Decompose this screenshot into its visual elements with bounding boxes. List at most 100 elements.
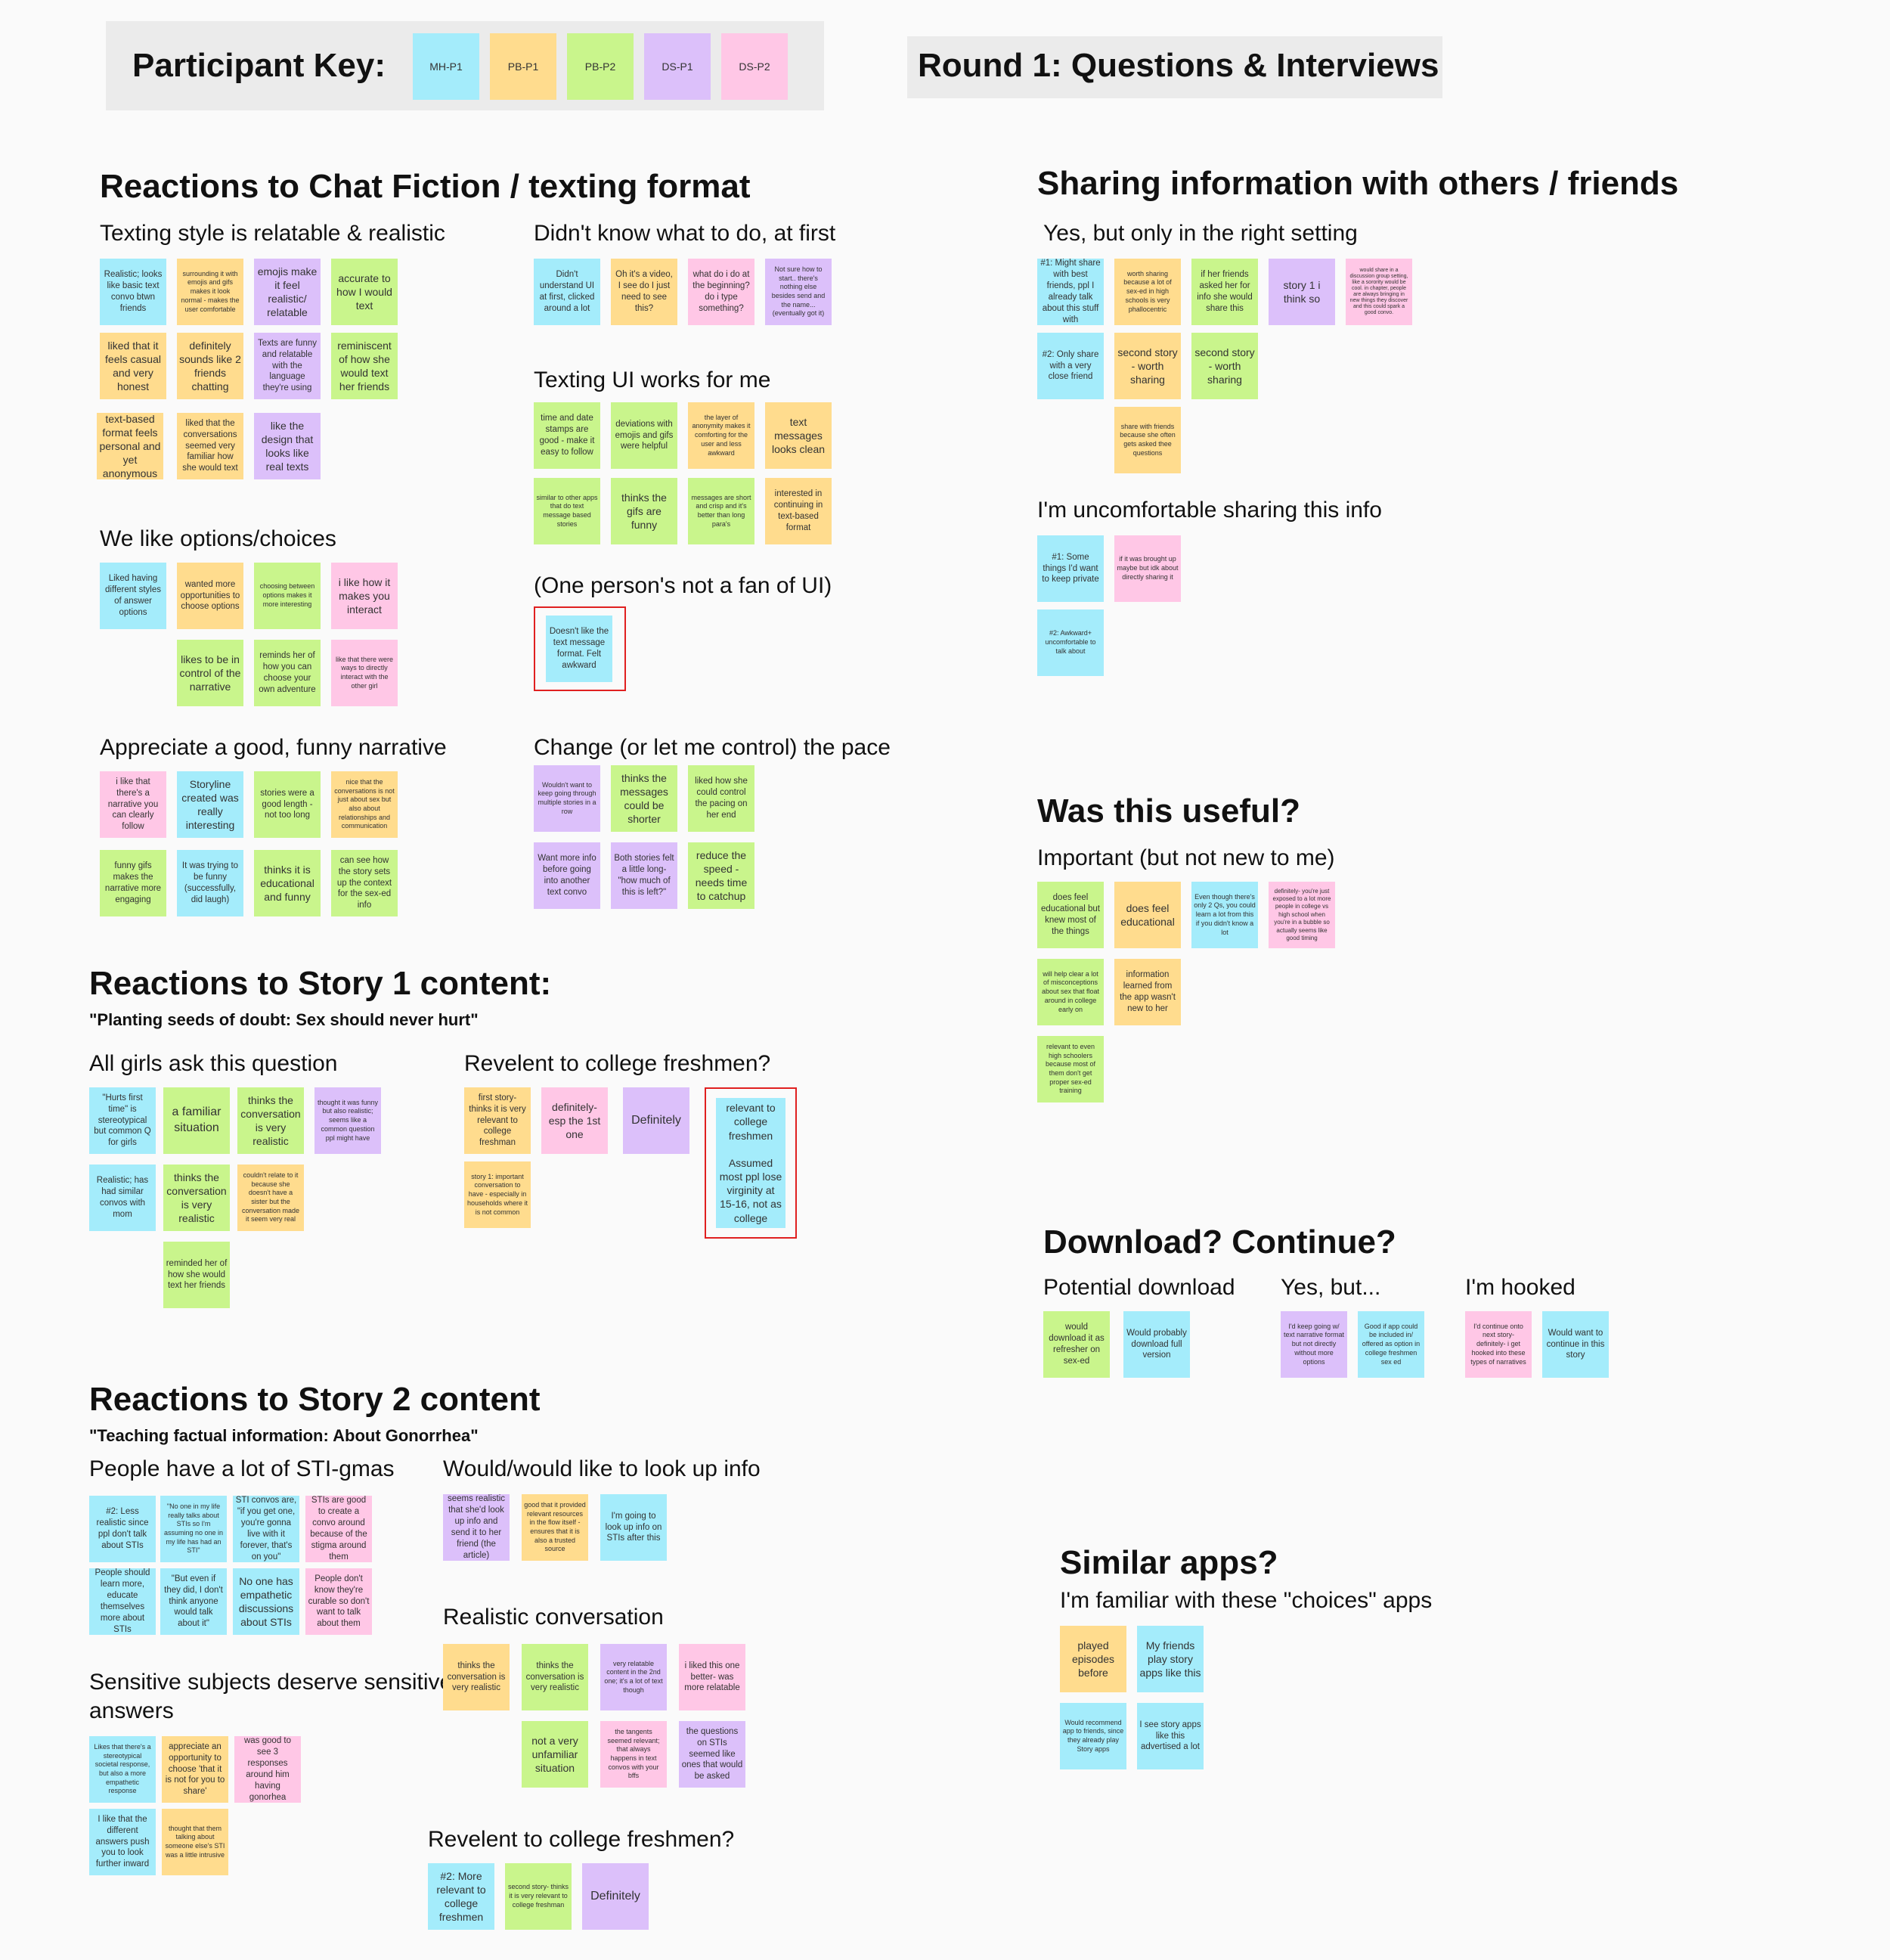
cluster-title: Potential download [1043, 1275, 1235, 1300]
sticky-note: would share in a discussion group settin… [1346, 259, 1412, 325]
sticky-note: I see story apps like this advertised a … [1137, 1703, 1204, 1769]
cluster-title: Change (or let me control) the pace [534, 735, 891, 760]
sticky-note: seems realistic that she'd look up info … [443, 1494, 510, 1561]
sticky-note: thought that them talking about someone … [162, 1809, 228, 1875]
participant-key-title: Participant Key: [132, 47, 386, 84]
sticky-note: the questions on STIs seemed like ones t… [679, 1721, 745, 1788]
sticky-note: text-based format feels personal and yet… [97, 413, 163, 479]
sticky-note: #2: Awkward+ uncomfortable to talk about [1037, 609, 1104, 676]
cluster-title: People have a lot of STI-gmas [89, 1456, 395, 1481]
sticky-note: Oh it's a video, I see do I just need to… [611, 259, 677, 325]
sticky-note: nice that the conversations is not just … [331, 771, 398, 838]
sticky-note: couldn't relate to it because she doesn'… [237, 1165, 304, 1231]
sticky-note: reminds her of how you can choose your o… [254, 640, 321, 706]
sticky-note: text messages looks clean [765, 402, 832, 469]
sticky-note: #2: Less realistic since ppl don't talk … [89, 1496, 156, 1562]
cluster-title: Didn't know what to do, at first [534, 221, 836, 246]
key-swatch-pb-p2: PB-P2 [567, 33, 634, 100]
sticky-note: will help clear a lot of misconceptions … [1037, 959, 1104, 1025]
section-title-useful: Was this useful? [1037, 792, 1300, 830]
sticky-note: definitely sounds like 2 friends chattin… [177, 333, 243, 399]
cluster-title: All girls ask this question [89, 1051, 338, 1076]
sticky-note: wanted more opportunities to choose opti… [177, 563, 243, 629]
sticky-note: thinks it is educational and funny [254, 850, 321, 916]
sticky-note: "Hurts first time" is stereotypical but … [89, 1087, 156, 1154]
sticky-note: #1: Some things I'd want to keep private [1037, 535, 1104, 602]
sticky-note: i like that there's a narrative you can … [100, 771, 166, 838]
cluster-title: Texting style is relatable & realistic [100, 221, 445, 246]
sticky-note: STI convos are, "if you get one, you're … [233, 1496, 299, 1562]
sticky-note: Good if app could be included in/ offere… [1358, 1311, 1424, 1378]
sticky-note: liked how she could control the pacing o… [688, 765, 754, 832]
sticky-note: Realistic; looks like basic text convo b… [100, 259, 166, 325]
sticky-note: was good to see 3 responses around him h… [234, 1736, 301, 1803]
sticky-note: #2: More relevant to college freshmen [428, 1863, 494, 1930]
sticky-note: deviations with emojis and gifs were hel… [611, 402, 677, 469]
sticky-note: Liked having different styles of answer … [100, 563, 166, 629]
sticky-note: appreciate an opportunity to choose 'tha… [162, 1736, 228, 1803]
sticky-note: "But even if they did, I don't think any… [160, 1568, 227, 1635]
sticky-note: Realistic; has had similar convos with m… [89, 1165, 156, 1231]
sticky-note: Doesn't like the text message format. Fe… [546, 616, 612, 682]
sticky-note: thinks the conversation is very realisti… [443, 1644, 510, 1710]
sticky-note: Would want to continue in this story [1542, 1311, 1609, 1378]
sticky-note: story 1 i think so [1269, 259, 1335, 325]
sticky-note: Would probably download full version [1123, 1311, 1190, 1378]
cluster-title: Yes, but... [1281, 1275, 1381, 1300]
sticky-note: Even though there's only 2 Qs, you could… [1191, 882, 1258, 948]
sticky-note: Would recommend app to friends, since th… [1060, 1703, 1126, 1769]
cluster-title: Important (but not new to me) [1037, 845, 1335, 870]
section-subtitle-story1: "Planting seeds of doubt: Sex should nev… [89, 1010, 479, 1029]
sticky-note: "No one in my life really talks about ST… [160, 1496, 227, 1562]
highlight-frame [534, 606, 626, 691]
sticky-note: thinks the messages could be shorter [611, 765, 677, 832]
section-title-story2: Reactions to Story 2 content [89, 1381, 541, 1418]
sticky-note: relevant to even high schoolers because … [1037, 1036, 1104, 1102]
cluster-title: I'm uncomfortable sharing this info [1037, 498, 1382, 523]
sticky-note: good that it provided relevant resources… [522, 1494, 588, 1561]
sticky-note: reminded her of how she would text her f… [163, 1242, 230, 1308]
sticky-note: thought it was funny but also realistic;… [314, 1087, 381, 1154]
sticky-note: second story - worth sharing [1191, 333, 1258, 399]
sticky-note: Definitely [582, 1863, 649, 1930]
sticky-note: definitely- esp the 1st one [541, 1087, 608, 1154]
cluster-title: Sensitive subjects deserve sensitive ans… [89, 1670, 453, 1723]
sticky-note: can see how the story sets up the contex… [331, 850, 398, 916]
key-swatch-ds-p2: DS-P2 [721, 33, 788, 100]
sticky-note: #1: NOT relevant to college freshmen Ass… [716, 1098, 785, 1228]
sticky-note: I'd continue onto next story- definitely… [1465, 1311, 1532, 1378]
sticky-note: Want more info before going into another… [534, 842, 600, 909]
cluster-title: We like options/choices [100, 526, 336, 551]
sticky-note: liked that the conversations seemed very… [177, 413, 243, 479]
sticky-note: Didn't understand UI at first, clicked a… [534, 259, 600, 325]
sticky-note: Both stories felt a little long- "how mu… [611, 842, 677, 909]
sticky-note: what do i do at the beginning? do i type… [688, 259, 754, 325]
sticky-note: People should learn more, educate themse… [89, 1568, 156, 1635]
sticky-note: thinks the conversation is very realisti… [163, 1165, 230, 1231]
sticky-note: STIs are good to create a convo around b… [305, 1496, 372, 1562]
section-title-download: Download? Continue? [1043, 1223, 1396, 1261]
sticky-note: second story- thinks it is very relevant… [505, 1863, 572, 1930]
sticky-note: funny gifs makes the narrative more enga… [100, 850, 166, 916]
sticky-note: I'm going to look up info on STIs after … [600, 1494, 667, 1561]
round-title-panel [907, 36, 1442, 98]
section-title-similar: Similar apps? [1060, 1544, 1278, 1581]
section-title-chat-fiction: Reactions to Chat Fiction / texting form… [100, 168, 751, 205]
section-subtitle-story2: "Teaching factual information: About Gon… [89, 1426, 479, 1445]
sticky-note: Definitely [623, 1087, 689, 1154]
cluster-title: (One person's not a fan of UI) [534, 573, 832, 598]
sticky-note: played episodes before [1060, 1626, 1126, 1692]
sticky-note: interested in continuing in text-based f… [765, 478, 832, 544]
sticky-note: first story- thinks it is very relevant … [464, 1087, 531, 1154]
sticky-note: Not sure how to start.. there's nothing … [765, 259, 832, 325]
sticky-note: accurate to how I would text [331, 259, 398, 325]
sticky-note: worth sharing because a lot of sex-ed in… [1114, 259, 1181, 325]
section-title-story1: Reactions to Story 1 content: [89, 965, 552, 1002]
sticky-note: share with friends because she often get… [1114, 407, 1181, 473]
sticky-note: likes to be in control of the narrative [177, 640, 243, 706]
cluster-title: Would/would like to look up info [443, 1456, 761, 1481]
sticky-note: like that there were ways to directly in… [331, 640, 398, 706]
sticky-note: Likes that there's a stereotypical socie… [89, 1736, 156, 1803]
sticky-note: choosing between options makes it more i… [254, 563, 321, 629]
sticky-note: i like how it makes you interact [331, 563, 398, 629]
